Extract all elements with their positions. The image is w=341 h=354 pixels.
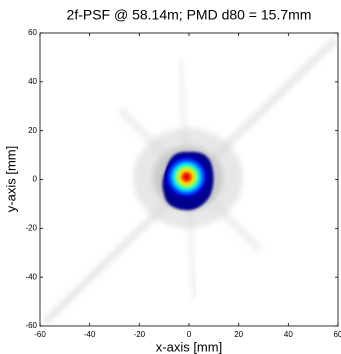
x-tick-label: 20 [234,330,243,339]
page: {"chart_data": {"type": "image", "title"… [0,0,341,354]
y-tick-label: 20 [28,126,37,135]
psf-core [165,155,209,199]
chart: 2f-PSF @ 58.14m; PMD d80 = 15.7mm x-axis… [0,0,341,354]
x-tick-label: -60 [34,330,46,339]
x-tick-label: 0 [187,330,192,339]
y-tick-label: -60 [25,321,37,330]
x-tick-label: 40 [284,330,293,339]
y-tick-label: 0 [33,175,38,184]
y-tick-label: 60 [28,28,37,37]
x-tick-label: -20 [134,330,146,339]
x-tick-label: 60 [334,330,341,339]
y-tick-label: -20 [25,223,37,232]
chart-title: 2f-PSF @ 58.14m; PMD d80 = 15.7mm [67,7,312,23]
x-tick-label: -40 [84,330,96,339]
y-tick-label: -40 [25,272,37,281]
y-axis-label: y-axis [mm] [3,146,18,212]
y-tick-label: 40 [28,77,37,86]
x-axis-label: x-axis [mm] [156,339,222,354]
